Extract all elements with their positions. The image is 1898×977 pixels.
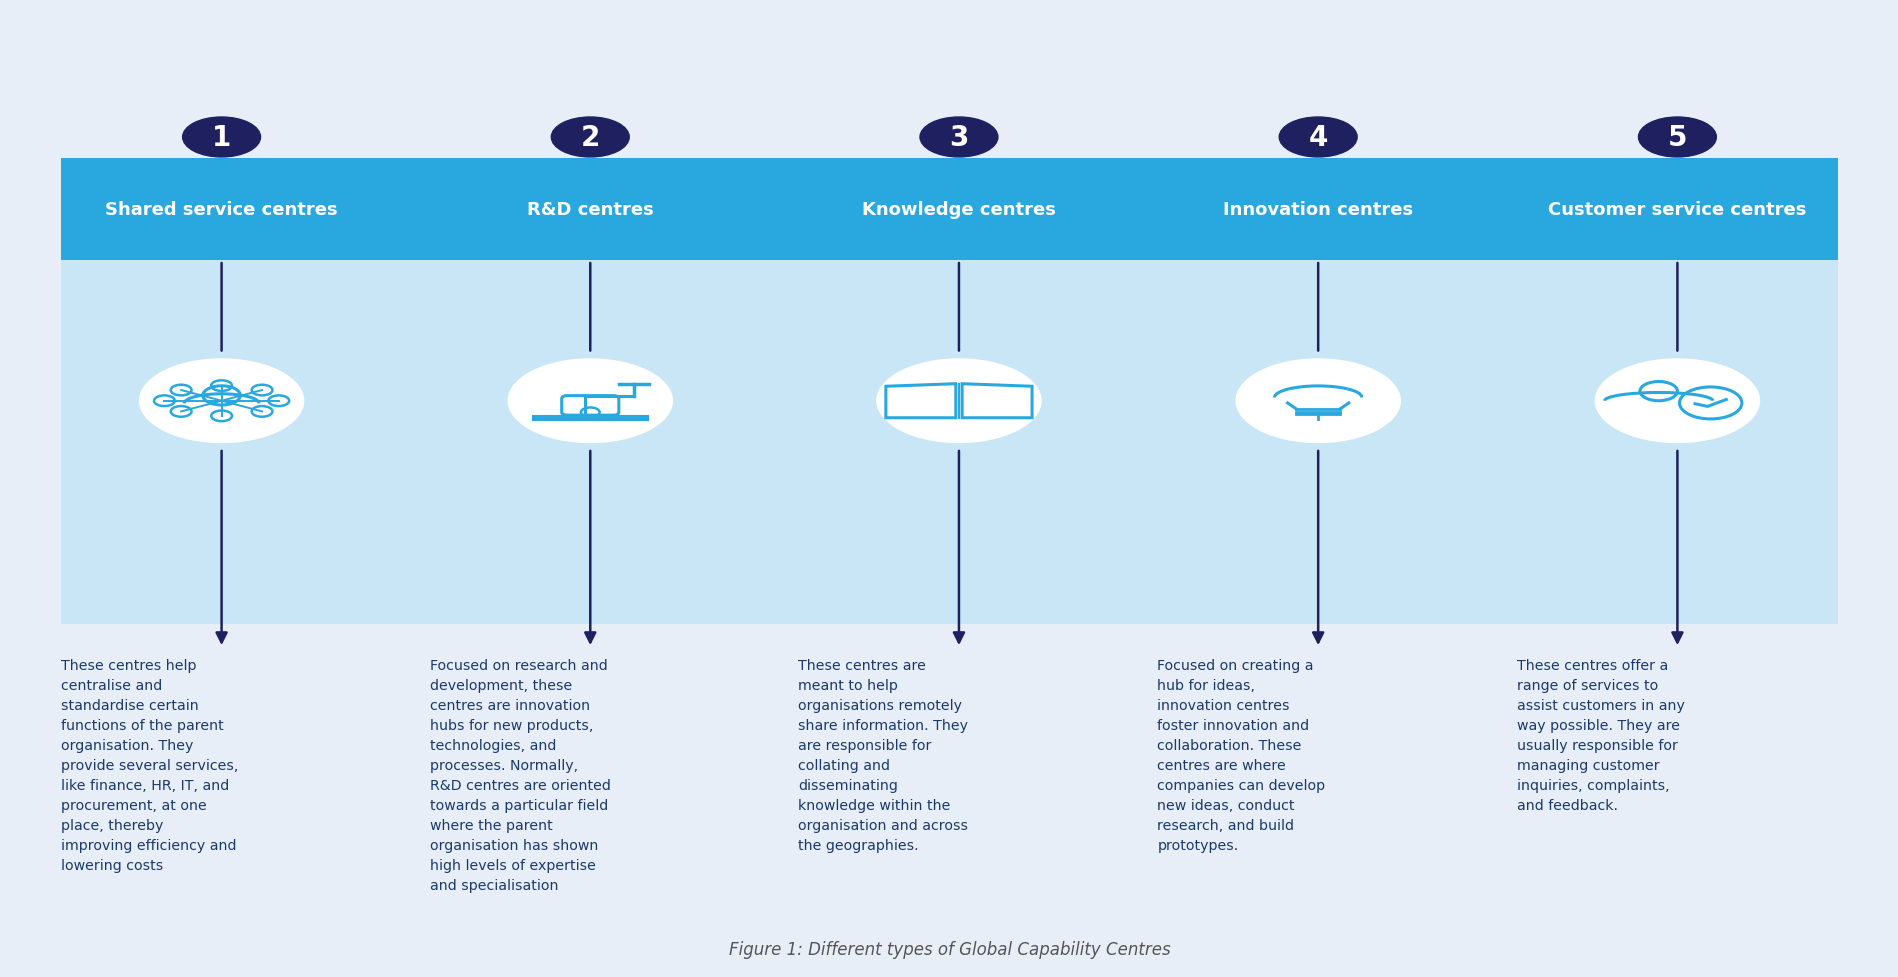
Circle shape xyxy=(139,359,304,444)
Circle shape xyxy=(1638,118,1716,158)
Text: Customer service centres: Customer service centres xyxy=(1547,201,1805,219)
Text: Focused on creating a
hub for ideas,
innovation centres
foster innovation and
co: Focused on creating a hub for ideas, inn… xyxy=(1158,658,1325,852)
Circle shape xyxy=(507,359,672,444)
Circle shape xyxy=(875,359,1042,444)
Text: 2: 2 xyxy=(581,124,600,151)
Text: Knowledge centres: Knowledge centres xyxy=(862,201,1055,219)
Circle shape xyxy=(550,118,628,158)
Text: Focused on research and
development, these
centres are innovation
hubs for new p: Focused on research and development, the… xyxy=(429,658,609,892)
Text: These centres offer a
range of services to
assist customers in any
way possible.: These centres offer a range of services … xyxy=(1517,658,1684,812)
Text: Innovation centres: Innovation centres xyxy=(1222,201,1412,219)
Circle shape xyxy=(1594,359,1759,444)
Text: 4: 4 xyxy=(1308,124,1327,151)
Text: These centres help
centralise and
standardise certain
functions of the parent
or: These centres help centralise and standa… xyxy=(61,658,237,872)
Circle shape xyxy=(182,118,260,158)
Text: Figure 1: Different types of Global Capability Centres: Figure 1: Different types of Global Capa… xyxy=(729,940,1169,957)
Text: These centres are
meant to help
organisations remotely
share information. They
a: These centres are meant to help organisa… xyxy=(797,658,968,852)
Text: 3: 3 xyxy=(949,124,968,151)
Text: Shared service centres: Shared service centres xyxy=(104,201,338,219)
Text: R&D centres: R&D centres xyxy=(526,201,653,219)
Text: 5: 5 xyxy=(1666,124,1685,151)
Circle shape xyxy=(919,118,996,158)
FancyBboxPatch shape xyxy=(61,159,1837,624)
Circle shape xyxy=(1236,359,1401,444)
Bar xyxy=(61,159,1837,261)
Circle shape xyxy=(1279,118,1357,158)
Text: 1: 1 xyxy=(213,124,232,151)
